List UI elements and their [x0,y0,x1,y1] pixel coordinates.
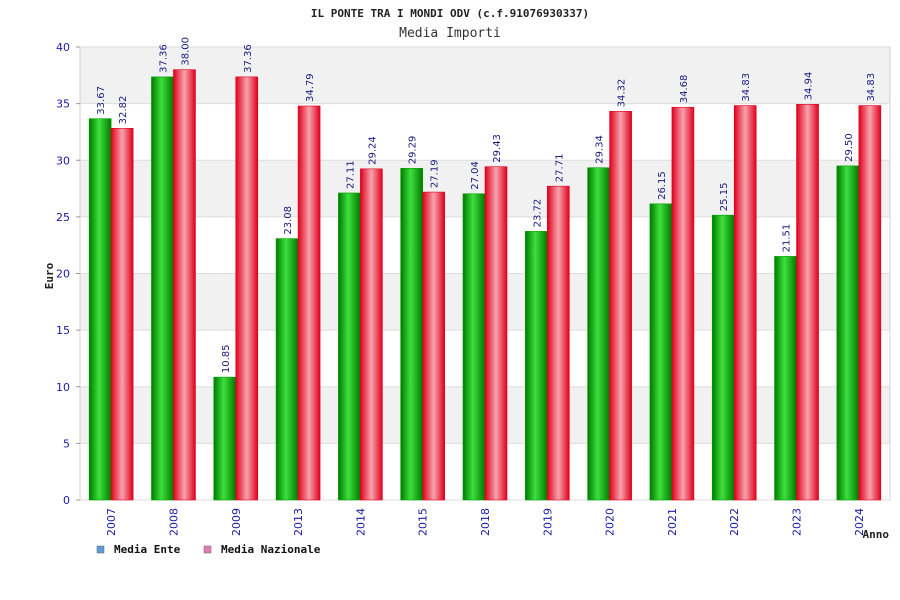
data-label-media-ente: 37.36 [158,44,169,73]
x-tick-label: 2009 [230,508,243,536]
data-label-media-ente: 27.11 [345,160,356,189]
x-tick-label: 2019 [541,508,554,536]
y-tick-label: 20 [56,268,70,281]
legend-label-media-ente: Media Ente [114,543,181,556]
legend: Media Ente Media Nazionale [96,543,321,556]
data-label-media-nazionale: 34.83 [866,73,877,102]
bar-media-ente [774,256,797,501]
x-axis: 2007 2008 2009 2013 2014 2015 2018 2019 2020 2021… [105,508,866,536]
data-label-media-ente: 29.50 [844,133,855,162]
data-label-media-ente: 27.04 [470,161,481,190]
y-axis-label: Euro [43,262,56,289]
chart-title: IL PONTE TRA I MONDI ODV (c.f.9107693033… [311,7,589,20]
bar-media-ente [525,231,548,501]
data-label-media-nazionale: 27.71 [554,154,565,183]
x-tick-label: 2013 [292,508,305,536]
bar-media-nazionale [360,168,383,501]
data-label-media-nazionale: 34.79 [305,73,316,102]
y-tick-label: 10 [56,381,70,394]
bar-media-ente [649,203,673,501]
bar-media-nazionale [297,105,321,501]
data-label-media-nazionale: 34.94 [804,72,815,101]
x-tick-label: 2008 [167,508,180,536]
y-tick-label: 5 [63,437,70,450]
data-label-media-nazionale: 34.32 [617,79,628,108]
data-label-media-nazionale: 29.43 [492,134,503,163]
y-tick-label: 30 [56,154,70,167]
x-axis-label: Anno [863,528,890,541]
x-tick-label: 2007 [105,508,118,536]
data-label-media-ente: 29.34 [595,135,606,164]
bar-media-ente [275,238,299,501]
data-label-media-ente: 25.15 [719,183,730,212]
chart-subtitle: Media Importi [399,26,501,41]
bar-media-nazionale [858,105,882,501]
bar-series [88,69,882,501]
legend-label-media-nazionale: Media Nazionale [221,543,321,556]
bar-media-nazionale [547,185,570,501]
data-label-media-ente: 10.85 [221,344,232,373]
bar-media-ente [338,192,361,501]
data-label-media-ente: 21.51 [782,224,793,253]
data-label-media-nazionale: 34.83 [741,73,752,102]
data-label-media-ente: 23.08 [283,206,294,235]
data-label-media-nazionale: 27.19 [430,159,441,188]
bar-media-nazionale [796,104,819,501]
data-label-media-nazionale: 37.36 [243,44,254,73]
x-tick-label: 2018 [479,508,492,536]
legend-swatch-media-ente [96,545,105,554]
bar-value-labels: 33.67 32.82 37.36 38.00 10.85 37.36 23.08 34.79… [96,37,877,373]
bar-media-ente [711,214,735,501]
x-tick-label: 2023 [791,508,804,536]
data-label-media-nazionale: 38.00 [180,37,191,66]
bar-media-nazionale [422,191,445,501]
x-tick-label: 2014 [354,508,367,536]
x-tick-label: 2021 [666,508,679,536]
data-label-media-ente: 23.72 [532,199,543,228]
data-label-media-nazionale: 34.68 [679,75,690,104]
y-tick-label: 0 [63,494,70,507]
y-tick-label: 40 [56,41,70,54]
y-axis: 0 5 10 15 20 25 30 35 40 [56,41,80,507]
x-tick-label: 2024 [853,508,866,536]
bar-media-nazionale [733,105,757,501]
bar-media-ente [587,167,610,501]
grid-band [80,47,890,104]
bar-media-ente [151,76,174,501]
bar-media-ente [88,118,112,501]
bar-media-nazionale [235,76,259,501]
data-label-media-nazionale: 29.24 [367,136,378,165]
y-tick-label: 15 [56,324,70,337]
data-label-media-ente: 26.15 [657,171,668,200]
data-label-media-nazionale: 32.82 [118,96,129,125]
x-tick-label: 2022 [728,508,741,536]
bar-media-ente [462,193,486,501]
y-tick-label: 25 [56,211,70,224]
data-label-media-ente: 33.67 [96,86,107,115]
bar-media-ente [400,167,423,501]
x-tick-label: 2020 [604,508,617,536]
bar-media-nazionale [671,106,695,501]
data-label-media-ente: 29.29 [408,136,419,165]
y-tick-label: 35 [56,98,70,111]
legend-swatch-media-nazionale [203,545,212,554]
bar-media-nazionale [484,166,508,501]
bar-media-nazionale [110,128,134,501]
bar-media-ente [213,376,237,501]
x-tick-label: 2015 [417,508,430,536]
bar-media-nazionale [609,111,632,501]
bar-media-ente [836,165,860,501]
bar-media-nazionale [173,69,196,501]
